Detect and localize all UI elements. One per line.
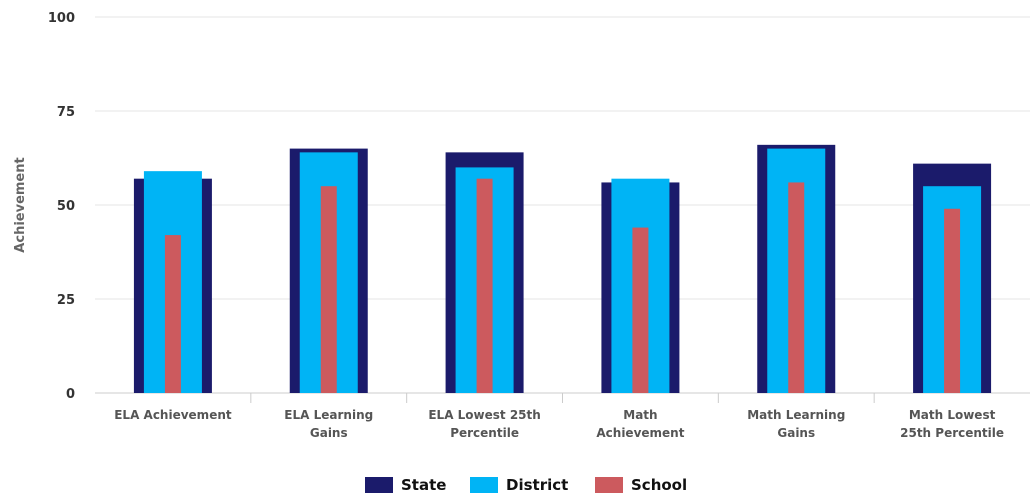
legend-label-district: District (506, 476, 568, 494)
legend-label-school: School (631, 476, 687, 494)
x-category-label: Math Lowest (909, 408, 996, 422)
legend-swatch-school (595, 477, 623, 493)
y-tick-label-25: 25 (57, 293, 75, 308)
bar-school-4 (788, 182, 805, 393)
bar-school-3 (632, 227, 649, 393)
x-category-label: Gains (777, 426, 815, 440)
y-axis-title: Achievement (13, 157, 28, 252)
y-tick-label-0: 0 (66, 387, 75, 402)
y-tick-label-75: 75 (57, 105, 75, 120)
x-category-label: Gains (310, 426, 348, 440)
bar-school-1 (320, 186, 337, 393)
x-category-label: ELA Lowest 25th (428, 408, 540, 422)
bar-school-2 (476, 178, 493, 393)
y-tick-label-50: 50 (57, 199, 75, 214)
x-category-label: ELA Learning (284, 408, 373, 422)
x-category-label: Math (623, 408, 657, 422)
x-category-label: 25th Percentile (900, 426, 1004, 440)
legend-label-state: State (401, 476, 446, 494)
legend-swatch-district (470, 477, 498, 493)
bar-school-0 (164, 235, 181, 393)
x-category-label: Percentile (450, 426, 519, 440)
x-category-label: Math Learning (747, 408, 845, 422)
y-tick-label-100: 100 (48, 11, 75, 26)
x-category-label: ELA Achievement (114, 408, 232, 422)
legend-swatch-state (365, 477, 393, 493)
x-category-label: Achievement (596, 426, 684, 440)
bar-school-5 (944, 208, 961, 393)
